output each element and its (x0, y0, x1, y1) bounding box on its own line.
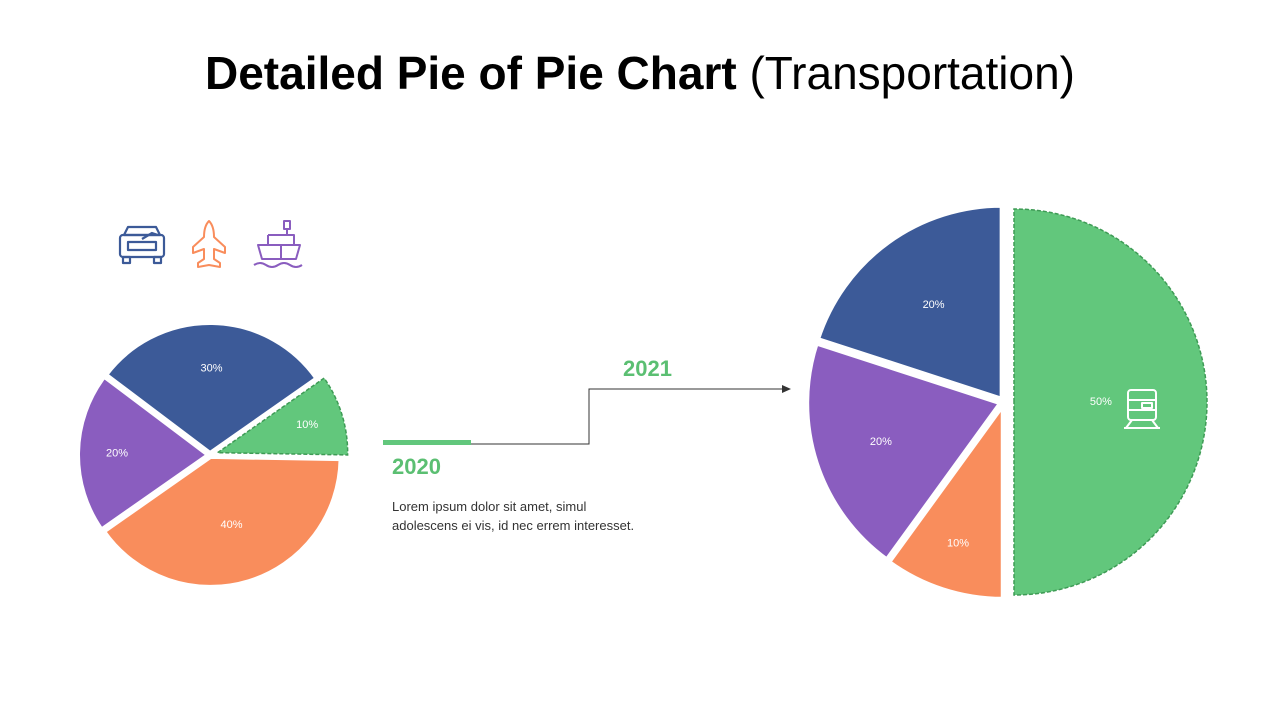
pie-2020-slice-3 (103, 321, 320, 456)
pie-2021-slice-3 (815, 203, 1004, 402)
pie-2020-slice-1 (101, 454, 343, 589)
description-line-1: Lorem ipsum dolor sit amet, simul (392, 499, 587, 514)
pie-2021-label-1: 10% (947, 537, 969, 549)
year-2021: 2021 (623, 356, 672, 381)
pie-2020-slice-0 (215, 377, 349, 456)
pie-2020-label-2: 20% (106, 447, 128, 459)
pie-2021-slice-0 (1013, 208, 1208, 596)
pie-2021: 50% 10% 20% 20% (805, 203, 1208, 601)
pie-2021-label-0: 50% (1090, 396, 1112, 408)
title-sub: (Transportation) (749, 47, 1075, 99)
plane-icon (192, 220, 226, 268)
ship-icon (253, 220, 303, 268)
year-2020: 2020 (392, 454, 441, 479)
pie-2020-label-3: 30% (200, 362, 222, 374)
timeline-bar (383, 440, 471, 445)
title-main: Detailed Pie of Pie Chart (204, 47, 737, 99)
car-icon (118, 225, 166, 265)
connector-arrowhead (782, 385, 791, 393)
pie-2021-label-3: 20% (923, 299, 945, 311)
pie-2020-slice-2 (76, 373, 212, 533)
pie-2021-slice-1 (886, 399, 1005, 601)
connector-line (471, 388, 783, 445)
pie-2020-label-0: 10% (296, 419, 318, 431)
train-icon (1124, 389, 1160, 429)
timeline-description: Lorem ipsum dolor sit amet, simul adoles… (392, 497, 692, 535)
description-line-2: adolescens ei vis, id nec errem interess… (392, 518, 635, 533)
pie-2020: 10% 40% 20% 30% (76, 321, 349, 589)
pie-2020-label-1: 40% (220, 519, 242, 531)
pie-2021-label-2: 20% (870, 436, 892, 448)
pie-2021-slice-2 (805, 341, 1004, 563)
page-title: Detailed Pie of Pie Chart (Transportatio… (0, 46, 1280, 100)
